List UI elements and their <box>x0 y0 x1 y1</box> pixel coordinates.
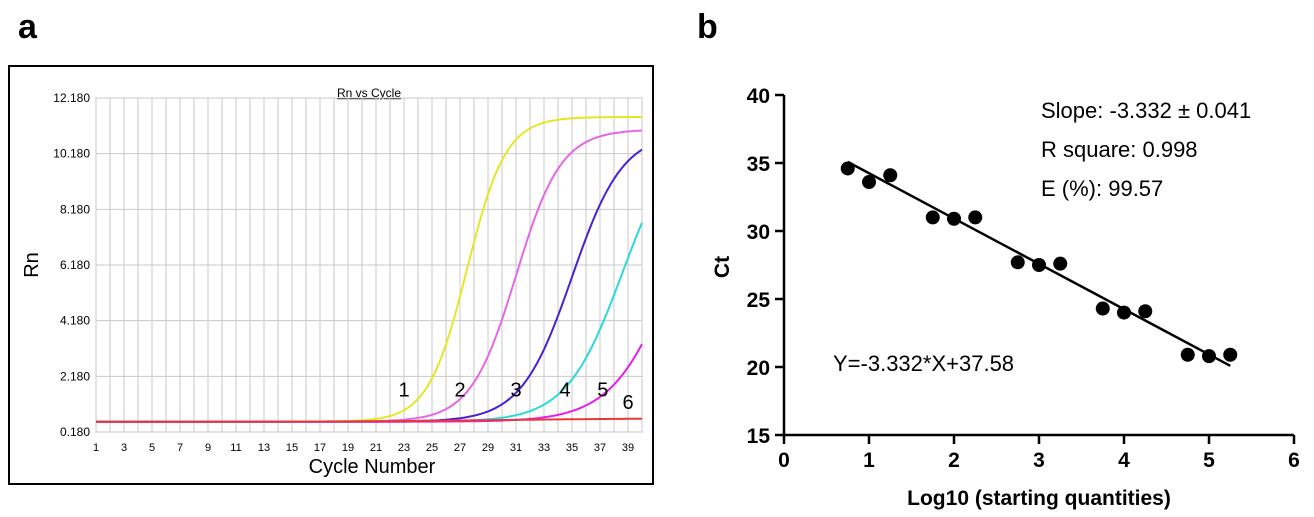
data-point <box>1095 301 1110 316</box>
y-tick-label: 12.180 <box>53 91 90 105</box>
x-tick-label: 15 <box>286 442 298 454</box>
equation-annotation: Y=-3.332*X+37.58 <box>833 351 1014 376</box>
y-axis-label: Ct <box>711 256 734 278</box>
x-tick-label: 21 <box>370 442 382 454</box>
x-tick-label: 9 <box>205 442 211 454</box>
x-axis-label: Log10 (starting quantities) <box>907 487 1171 510</box>
x-tick-label: 17 <box>314 442 326 454</box>
x-tick-label: 6 <box>1288 449 1300 472</box>
y-tick-label: 30 <box>747 221 770 244</box>
data-point <box>1032 258 1046 272</box>
x-tick-label: 19 <box>342 442 354 454</box>
curve-annotation: 2 <box>454 380 465 402</box>
x-tick-label: 0 <box>778 449 790 472</box>
amplification-curve-6 <box>96 417 642 423</box>
x-tick-label: 25 <box>426 442 438 454</box>
x-tick-label: 39 <box>622 442 634 454</box>
data-point <box>1180 347 1195 362</box>
x-tick-label: 23 <box>398 442 410 454</box>
panel-label-a: a <box>18 8 37 46</box>
data-point <box>1053 256 1068 271</box>
data-point <box>1223 347 1238 362</box>
data-point <box>1202 349 1216 364</box>
x-tick-label: 29 <box>482 442 494 454</box>
curve-annotation: 3 <box>510 380 521 402</box>
y-axis-label: Rn <box>21 252 43 278</box>
curve-annotation: 6 <box>622 392 633 414</box>
r-square-annotation: R square: 0.998 <box>1041 137 1198 162</box>
x-tick-label: 1 <box>863 449 875 472</box>
x-tick-label: 5 <box>1203 449 1215 472</box>
x-axis-label: Cycle Number <box>309 456 436 478</box>
panel-label-b: b <box>697 8 718 46</box>
curve-annotation: 4 <box>559 380 570 402</box>
data-point <box>947 211 961 226</box>
x-tick-label: 13 <box>258 442 270 454</box>
curve-annotation: 5 <box>597 380 608 402</box>
y-tick-label: 25 <box>747 289 771 312</box>
y-tick-label: 10.180 <box>53 147 90 161</box>
slope-annotation: Slope: -3.332 ± 0.041 <box>1041 98 1251 123</box>
x-tick-label: 35 <box>566 442 578 454</box>
y-tick-label: 20 <box>747 357 770 380</box>
data-point <box>883 168 898 183</box>
y-tick-label: 0.180 <box>60 425 90 439</box>
x-tick-label: 11 <box>230 442 241 454</box>
data-point <box>968 210 983 225</box>
x-tick-label: 31 <box>510 442 522 454</box>
curve-annotation: 1 <box>398 380 409 402</box>
x-tick-label: 2 <box>948 449 960 472</box>
x-tick-label: 3 <box>121 442 127 454</box>
y-tick-label: 2.180 <box>60 369 90 383</box>
y-tick-label: 4.180 <box>60 314 90 328</box>
y-tick-label: 8.180 <box>60 202 90 216</box>
amplification-plot: Rn vs Cycle 0.180 2.180 4.180 6.180 8.180 10.1… <box>8 65 654 485</box>
x-tick-label: 3 <box>1033 449 1045 472</box>
x-tick-label: 1 <box>93 442 99 454</box>
x-tick-label: 33 <box>538 442 550 454</box>
data-point <box>840 161 855 176</box>
y-tick-label: 6.180 <box>60 258 90 272</box>
data-point <box>1138 304 1153 319</box>
y-tick-label: 35 <box>747 153 771 176</box>
x-tick-label: 5 <box>149 442 155 454</box>
y-tick-label: 40 <box>747 85 770 108</box>
efficiency-annotation: E (%): 99.57 <box>1041 176 1163 201</box>
chart-title: Rn vs Cycle <box>337 86 401 100</box>
data-point <box>925 210 940 225</box>
x-tick-label: 37 <box>594 442 606 454</box>
data-point <box>1117 305 1131 320</box>
x-tick-label: 27 <box>454 442 466 454</box>
x-tick-label: 7 <box>177 442 183 454</box>
y-tick-label: 15 <box>747 425 771 448</box>
x-tick-label: 4 <box>1118 449 1130 472</box>
data-point <box>862 175 876 190</box>
data-point <box>1010 255 1025 270</box>
